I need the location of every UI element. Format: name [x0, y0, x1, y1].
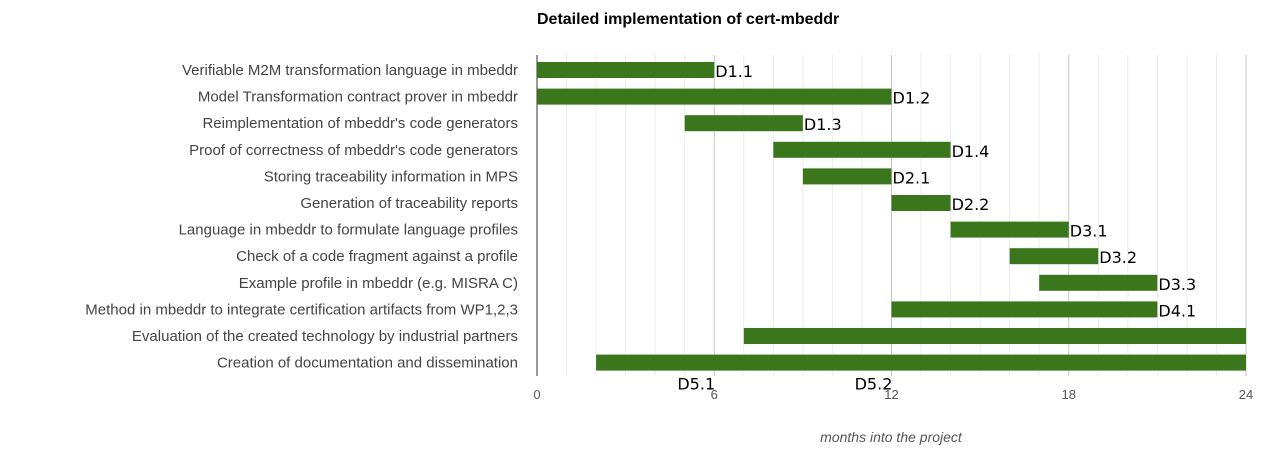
- task-bar: [596, 354, 1246, 371]
- grid-lines: [536, 55, 1247, 376]
- deliverable-label: D5.1: [677, 375, 715, 394]
- x-tick-label: 24: [1239, 387, 1253, 402]
- task-bar: [891, 195, 951, 211]
- deliverable-label: D1.2: [893, 89, 931, 108]
- task-labels: Verifiable M2M transformation language i…: [85, 62, 518, 372]
- deliverable-label: D3.1: [1070, 222, 1108, 241]
- task-label: Verifiable M2M transformation language i…: [182, 62, 518, 79]
- chart-title: Detailed implementation of cert-mbeddr: [537, 11, 839, 28]
- deliverable-labels: D1.1 D1.2 D1.3 D1.4 D2.1 D2.2 D3.1 D3.2 D3.3 D4.1…: [677, 62, 1196, 394]
- x-tick-label: 6: [711, 387, 718, 402]
- task-bar: [950, 221, 1069, 238]
- task-bar: [743, 328, 1246, 344]
- x-tick-label: 12: [884, 387, 898, 402]
- deliverable-label: D2.1: [893, 168, 931, 187]
- x-tick-label: 0: [533, 387, 540, 402]
- deliverable-label: D1.1: [715, 62, 753, 81]
- deliverable-label: D3.3: [1158, 275, 1196, 294]
- task-bar: [773, 141, 951, 158]
- deliverable-label: D4.1: [1158, 301, 1196, 320]
- task-label: Method in mbeddr to integrate certificat…: [85, 301, 518, 318]
- task-bar: [1009, 248, 1099, 265]
- task-bar: [802, 168, 892, 185]
- task-label: Language in mbeddr to formulate language…: [179, 222, 518, 239]
- task-bar: [537, 88, 892, 105]
- deliverable-label: D1.3: [804, 115, 842, 134]
- deliverable-label: D2.2: [952, 195, 990, 214]
- x-axis-ticks: 0 6 12 18 24: [533, 387, 1253, 402]
- x-axis-title: months into the project: [820, 429, 963, 445]
- task-bar: [537, 62, 715, 78]
- task-label: Example profile in mbeddr (e.g. MISRA C): [239, 275, 518, 292]
- deliverable-label: D1.4: [952, 142, 990, 161]
- task-label: Storing traceability information in MPS: [264, 168, 518, 185]
- task-label: Proof of correctness of mbeddr's code ge…: [189, 142, 518, 159]
- task-label: Model Transformation contract prover in …: [198, 89, 518, 106]
- task-label: Creation of documentation and disseminat…: [217, 355, 518, 372]
- deliverable-label: D3.2: [1099, 248, 1137, 267]
- task-bar: [891, 301, 1158, 318]
- task-label: Reimplementation of mbeddr's code genera…: [202, 115, 518, 132]
- deliverable-label: D5.2: [855, 375, 893, 394]
- task-bar: [684, 115, 803, 132]
- task-label: Generation of traceability reports: [300, 195, 518, 212]
- task-bars: [537, 62, 1246, 371]
- x-tick-label: 18: [1062, 387, 1076, 402]
- task-label: Check of a code fragment against a profi…: [236, 248, 518, 265]
- task-label: Evaluation of the created technology by …: [132, 328, 518, 345]
- task-bar: [1039, 274, 1158, 291]
